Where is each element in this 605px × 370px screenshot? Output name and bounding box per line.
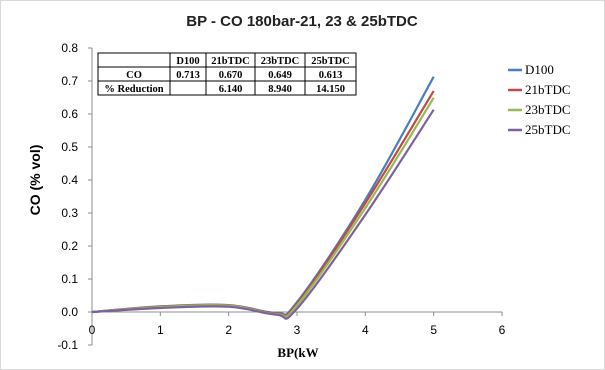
x-tick-label: 2 (225, 323, 232, 337)
x-tick-label: 5 (430, 323, 437, 337)
x-tick-label: 0 (89, 323, 96, 337)
table-cell: 25bTDC (311, 56, 350, 67)
legend-label: 25bTDC (525, 122, 571, 137)
table-cell: 0.713 (176, 70, 200, 81)
table-cell: 23bTDC (261, 56, 300, 67)
x-tick-label: 3 (294, 323, 301, 337)
legend-label: 23bTDC (525, 102, 571, 117)
table-cell: 0.649 (268, 70, 292, 81)
chart-title: BP - CO 180bar-21, 23 & 25bTDC (186, 13, 418, 30)
y-axis: -0.1 0.0 0.1 0.2 0.3 0.4 0.5 0.6 0.7 0.8 (57, 41, 93, 352)
legend-label: 21bTDC (525, 82, 571, 97)
x-tick-label: 6 (499, 323, 506, 337)
table-cell: 8.940 (268, 84, 292, 95)
table-cell: 6.140 (219, 84, 243, 95)
series-line-25btdc (91, 109, 435, 320)
table-cell: 0.613 (319, 70, 343, 81)
y-tick-label: 0.1 (61, 272, 78, 286)
x-axis-label: BP(kW (277, 345, 318, 360)
y-axis-label: CO (% vol) (27, 145, 43, 216)
y-tick-label: -0.1 (57, 338, 78, 352)
table-cell: % Reduction (104, 84, 163, 95)
y-tick-label: 0.3 (61, 206, 78, 220)
table-cell: 21bTDC (211, 56, 250, 67)
series-lines (91, 76, 435, 320)
y-tick-label: 0.5 (61, 140, 78, 154)
table-cell: D100 (176, 56, 199, 67)
x-tick-label: 4 (362, 323, 369, 337)
series-line-d100 (91, 76, 435, 316)
legend-label: D100 (525, 62, 554, 77)
y-tick-label: 0.2 (61, 239, 78, 253)
y-tick-label: 0.4 (61, 173, 78, 187)
series-line-23btdc (91, 97, 435, 318)
y-tick-label: 0.8 (61, 41, 78, 55)
data-table: D100 21bTDC 23bTDC 25bTDC CO 0.713 0.670 0.649 0… (97, 52, 357, 96)
x-tick-label: 1 (157, 323, 164, 337)
table-cell: 0.670 (219, 70, 243, 81)
x-axis: 0 1 2 3 4 5 6 (89, 311, 506, 337)
y-tick-label: 0.7 (61, 74, 78, 88)
table-border (97, 52, 357, 96)
table-cell: CO (126, 70, 142, 81)
y-tick-label: 0.0 (61, 305, 78, 319)
y-tick-label: 0.6 (61, 107, 78, 121)
table-cell: 14.150 (316, 84, 345, 95)
series-line-21btdc (91, 90, 435, 317)
legend: D100 21bTDC 23bTDC 25bTDC (508, 62, 571, 137)
